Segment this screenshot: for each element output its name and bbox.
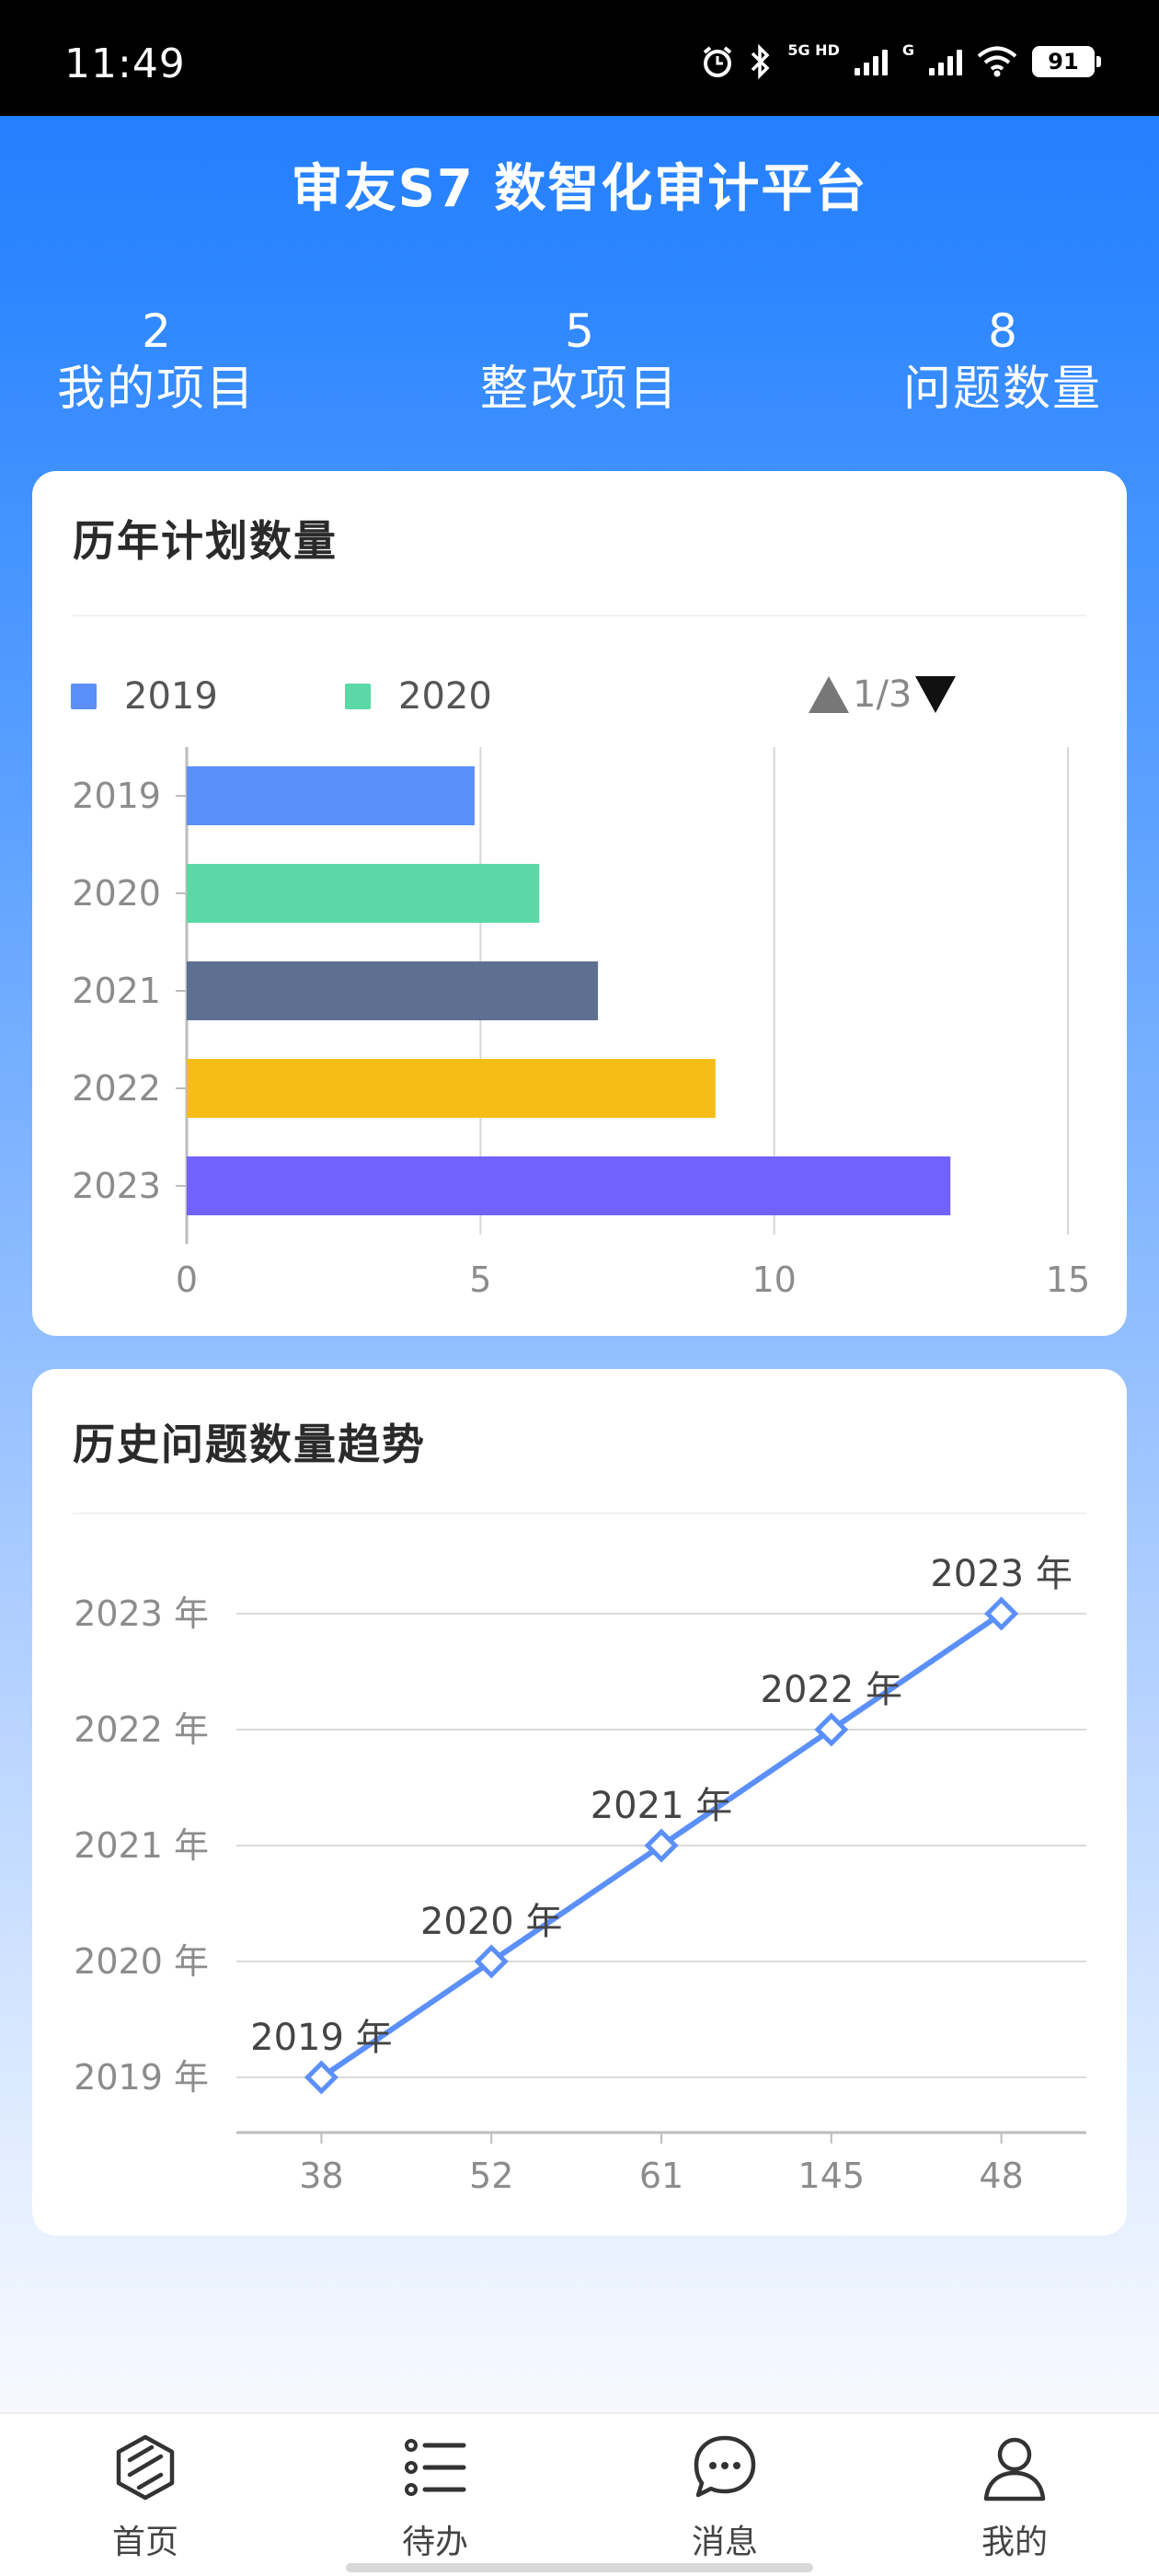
stat-rectification-projects[interactable]: 5 整改项目 xyxy=(442,304,717,420)
stat-value: 2 xyxy=(142,305,171,358)
home-indicator xyxy=(346,2563,813,2572)
signal-strength-icon-2 xyxy=(929,48,962,75)
plan-count-card: 历年计划数量 2019 2020 1/3 0 5 10 15 2019 2020 2021 2… xyxy=(32,471,1127,1336)
data-label: 2022 年 xyxy=(761,1669,903,1711)
y-tick-label: 2022 年 xyxy=(74,1709,209,1750)
tab-label: 首页 xyxy=(111,2524,178,2561)
x-tick-label: 10 xyxy=(752,1259,796,1300)
data-point xyxy=(984,1596,1019,1631)
x-tick-label: 0 xyxy=(176,1259,198,1300)
user-icon xyxy=(983,2437,1046,2501)
signal-strength-icon xyxy=(854,48,888,75)
issue-trend-card: 历史问题数量趋势 2019 年 2020 年 2021 年 2022 年 2023 年 3… xyxy=(32,1369,1127,2236)
chat-bubble-icon xyxy=(694,2435,756,2498)
page-up-icon[interactable] xyxy=(809,676,849,713)
status-time: 11:49 xyxy=(64,40,186,87)
data-point xyxy=(304,2060,339,2095)
tab-label: 我的 xyxy=(981,2524,1048,2561)
stats-row: 2 我的项目 5 整改项目 8 问题数量 xyxy=(0,304,1159,432)
bar-2021 xyxy=(187,961,599,1020)
legend-item-2020[interactable]: 2020 xyxy=(345,675,492,718)
list-icon xyxy=(405,2439,466,2496)
tab-todo[interactable]: 待办 xyxy=(343,2414,527,2576)
x-tick-label: 38 xyxy=(299,2156,343,2196)
battery-indicator: 91 xyxy=(1032,46,1101,77)
issue-trend-line-chart: 2019 年 2020 年 2021 年 2022 年 2023 年 38 52 61 145 4… xyxy=(74,1553,1086,2196)
y-tick-label: 2023 年 xyxy=(74,1593,209,1634)
x-tick-label: 52 xyxy=(469,2156,513,2196)
y-tick-label: 2022 xyxy=(72,1068,161,1109)
legend-swatch xyxy=(71,684,97,709)
home-cube-icon xyxy=(116,2434,175,2501)
data-point xyxy=(814,1712,849,1747)
bluetooth-icon xyxy=(752,44,770,79)
wifi-icon xyxy=(977,46,1017,77)
status-icons: 5G HD G 91 xyxy=(701,41,1101,79)
data-label: 2020 年 xyxy=(420,1901,563,1943)
tab-label: 待办 xyxy=(401,2524,468,2561)
y-tick-label: 2021 xyxy=(72,971,161,1011)
card-divider xyxy=(73,615,1086,616)
x-tick-label: 145 xyxy=(798,2156,866,2196)
alarm-icon xyxy=(704,46,732,77)
stat-issue-count[interactable]: 8 问题数量 xyxy=(865,304,1141,420)
tab-home[interactable]: 首页 xyxy=(53,2414,237,2576)
legend-item-2019[interactable]: 2019 xyxy=(71,675,218,718)
data-point xyxy=(644,1828,679,1863)
app-title: 审友S7 数智化审计平台 xyxy=(291,159,868,219)
status-bar: 11:49 5G HD G 91 xyxy=(0,0,1159,116)
data-point xyxy=(474,1944,509,1979)
card-title: 历史问题数量趋势 xyxy=(73,1420,426,1469)
legend-label: 2019 xyxy=(124,675,218,718)
tab-messages[interactable]: 消息 xyxy=(633,2414,817,2576)
page-down-icon[interactable] xyxy=(915,676,957,713)
bottom-tab-bar: 首页 待办 消息 我的 xyxy=(0,2412,1159,2576)
x-tick-label: 61 xyxy=(639,2156,683,2196)
network-type-label-2: G xyxy=(901,41,914,59)
stat-label: 问题数量 xyxy=(902,362,1102,417)
stat-value: 5 xyxy=(565,305,594,358)
bar-2022 xyxy=(187,1059,716,1118)
y-tick-label: 2019 xyxy=(72,776,161,816)
pager-text: 1/3 xyxy=(853,673,912,716)
stat-value: 8 xyxy=(988,305,1017,358)
x-tick-label: 48 xyxy=(979,2156,1023,2196)
tab-label: 消息 xyxy=(691,2524,758,2561)
x-tick-label: 15 xyxy=(1046,1259,1090,1300)
data-label: 2019 年 xyxy=(250,2017,393,2059)
stat-label: 我的项目 xyxy=(56,362,256,417)
y-tick-label: 2020 xyxy=(72,873,161,914)
tab-me[interactable]: 我的 xyxy=(923,2414,1107,2576)
legend-label: 2020 xyxy=(398,675,492,718)
card-title: 历年计划数量 xyxy=(73,516,338,566)
y-tick-label: 2019 年 xyxy=(74,2057,209,2098)
legend-pager: 1/3 xyxy=(809,673,957,716)
network-type-label: 5G HD xyxy=(787,41,840,59)
x-tick-label: 5 xyxy=(469,1259,491,1300)
stat-label: 整改项目 xyxy=(479,362,679,417)
legend-swatch xyxy=(345,684,371,709)
y-tick-label: 2021 年 xyxy=(74,1825,209,1866)
bar-2020 xyxy=(187,864,540,923)
y-tick-label: 2023 xyxy=(72,1166,161,1206)
bar-2019 xyxy=(187,766,475,825)
bar-2023 xyxy=(187,1156,951,1215)
stat-my-projects[interactable]: 2 我的项目 xyxy=(18,304,294,420)
data-label: 2023 年 xyxy=(930,1553,1073,1595)
data-label: 2021 年 xyxy=(591,1785,733,1827)
plan-bar-chart: 0 5 10 15 2019 2020 2021 2022 2023 xyxy=(72,747,1090,1300)
card-divider xyxy=(73,1512,1086,1514)
y-tick-label: 2020 年 xyxy=(74,1941,209,1982)
